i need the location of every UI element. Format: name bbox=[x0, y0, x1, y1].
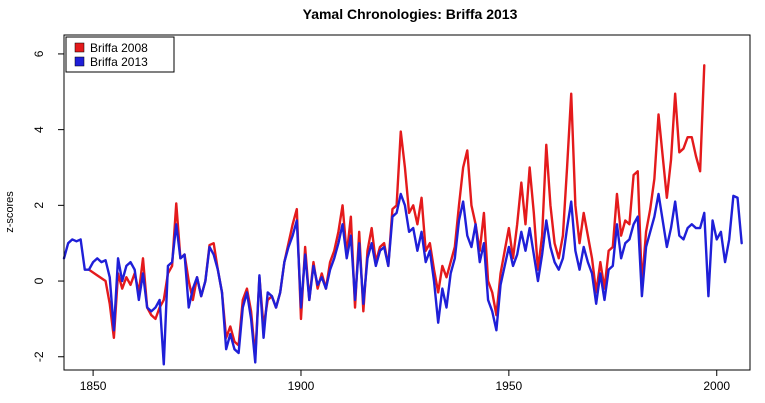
x-axis: 1850 1900 1950 2000 bbox=[80, 370, 730, 393]
plot-frame bbox=[63, 34, 751, 371]
x-tick-label: 1850 bbox=[80, 379, 107, 393]
y-tick-label: -2 bbox=[32, 351, 46, 362]
y-axis: -2 0 2 4 6 bbox=[32, 50, 64, 362]
x-tick-label: 1900 bbox=[288, 379, 315, 393]
legend: Briffa 2008 Briffa 2013 bbox=[65, 36, 175, 73]
legend-swatch-briffa-2013 bbox=[74, 56, 85, 67]
x-tick-label: 2000 bbox=[703, 379, 730, 393]
legend-swatch-briffa-2008 bbox=[74, 42, 85, 53]
series-line-briffa-2013 bbox=[62, 192, 743, 366]
y-tick-label: 2 bbox=[32, 202, 46, 209]
chart-title: Yamal Chronologies: Briffa 2013 bbox=[303, 6, 518, 22]
y-tick-label: 6 bbox=[32, 50, 46, 57]
y-tick-label: 4 bbox=[32, 126, 46, 133]
x-tick-label: 1950 bbox=[496, 379, 523, 393]
legend-label-briffa-2008: Briffa 2008 bbox=[90, 41, 148, 55]
series-layer bbox=[62, 64, 743, 366]
legend-label-briffa-2013: Briffa 2013 bbox=[90, 55, 148, 69]
y-axis-label: z-scores bbox=[4, 191, 16, 233]
y-tick-label: 0 bbox=[32, 277, 46, 284]
